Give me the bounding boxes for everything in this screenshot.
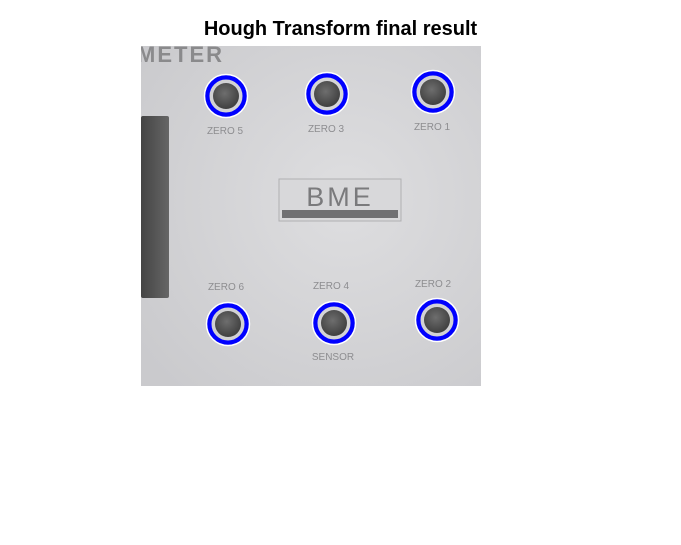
grayscale-photo: METER BME ZERO 5 ZERO 3 ZERO 1 ZERO 6 ZE… — [141, 46, 481, 386]
detected-circle-outline — [414, 297, 460, 343]
detected-circle-outline — [304, 71, 350, 117]
bme-logo: BME — [278, 178, 402, 222]
dark-side-block — [141, 116, 169, 298]
detection-zero1 — [410, 69, 456, 115]
detected-circle-outline — [410, 69, 456, 115]
detection-zero5 — [203, 73, 249, 119]
detection-zero3 — [304, 71, 350, 117]
detection-zero4 — [311, 300, 357, 346]
sensor-label: SENSOR — [312, 352, 354, 363]
knob-label-zero1: ZERO 1 — [414, 122, 451, 133]
detected-circle-outline — [205, 301, 251, 347]
detected-circle — [312, 301, 356, 345]
detected-circle — [415, 298, 459, 342]
knob-label-zero3: ZERO 3 — [308, 124, 345, 135]
detection-zero6 — [205, 301, 251, 347]
knob-label-zero5: ZERO 5 — [207, 126, 244, 137]
knob-label-zero2: ZERO 2 — [415, 279, 452, 290]
knob — [213, 83, 239, 109]
knob — [321, 310, 347, 336]
detection-zero2 — [414, 297, 460, 343]
detected-circle-outline — [311, 300, 357, 346]
knob — [424, 307, 450, 333]
logo-text: BME — [306, 182, 374, 212]
knob — [420, 79, 446, 105]
detected-circle — [411, 70, 455, 114]
knob — [215, 311, 241, 337]
knob-label-zero4: ZERO 4 — [313, 281, 350, 292]
panel-text-meter: METER — [141, 46, 224, 67]
knob — [314, 81, 340, 107]
detected-circle — [206, 302, 250, 346]
detected-circle-outline — [203, 73, 249, 119]
detected-circle — [305, 72, 349, 116]
figure-title: Hough Transform final result — [203, 18, 478, 40]
detected-circle — [204, 74, 248, 118]
knob-label-zero6: ZERO 6 — [208, 282, 245, 293]
